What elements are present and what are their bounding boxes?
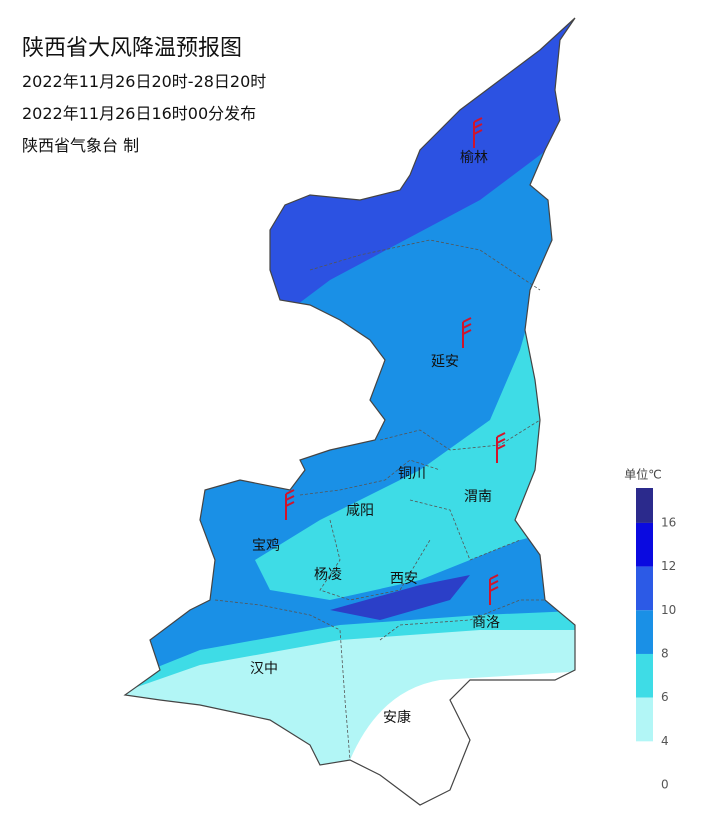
- legend-swatch: [636, 653, 653, 698]
- legend-tick-label: 12: [661, 559, 676, 573]
- barb-flag: [462, 323, 472, 329]
- legend-tick-label: 10: [661, 603, 676, 617]
- legend-tick-label: 16: [661, 515, 676, 529]
- city-label: 宝鸡: [252, 537, 280, 554]
- wind-barbs: [285, 117, 506, 605]
- legend-swatch: [636, 522, 653, 567]
- barb-flag: [496, 432, 506, 438]
- legend-title: 单位℃: [624, 467, 661, 482]
- barb-flag: [489, 580, 499, 586]
- city-label: 渭南: [464, 489, 492, 505]
- issued: 2022年11月26日16时00分发布: [22, 104, 257, 123]
- barb-flag: [285, 495, 295, 501]
- barb-flag: [462, 329, 472, 335]
- city-label: 杨凌: [314, 567, 342, 583]
- barb-flag: [285, 489, 295, 495]
- legend: 单位℃ 16 12 10 8 6 4 0: [624, 467, 676, 792]
- legend-tick-label: 6: [661, 690, 669, 704]
- barb-flag: [285, 501, 295, 507]
- barb-flag: [489, 586, 499, 592]
- city-label: 汉中: [250, 661, 278, 677]
- legend-tick-label: 8: [661, 646, 669, 660]
- title: 陕西省大风降温预报图: [22, 36, 243, 61]
- city-label: 安康: [383, 709, 411, 726]
- barb-flag: [473, 117, 483, 123]
- period: 2022年11月26日20时-28日20时: [22, 72, 267, 91]
- city-label: 咸阳: [346, 503, 374, 519]
- city-label: 延安: [431, 354, 459, 370]
- legend-swatch: [636, 610, 653, 654]
- legend-swatch: [636, 697, 653, 742]
- legend-swatch: [636, 566, 653, 611]
- barb-flag: [462, 317, 472, 323]
- legend-tick-label: 4: [661, 734, 669, 748]
- county-borders: [214, 239, 545, 761]
- barb-flag: [473, 123, 483, 129]
- city-label: 铜川: [398, 466, 426, 482]
- barb-flag: [496, 438, 506, 444]
- city-label: 商洛: [472, 615, 500, 631]
- agency: 陕西省气象台 制: [22, 136, 140, 155]
- legend-tick-label: 0: [661, 778, 669, 792]
- legend-swatch: [636, 488, 653, 523]
- barb-flag: [496, 444, 506, 450]
- barb-flag: [489, 574, 499, 580]
- barb-flag: [473, 129, 483, 135]
- city-label: 榆林: [460, 150, 488, 166]
- city-label: 西安: [390, 571, 418, 587]
